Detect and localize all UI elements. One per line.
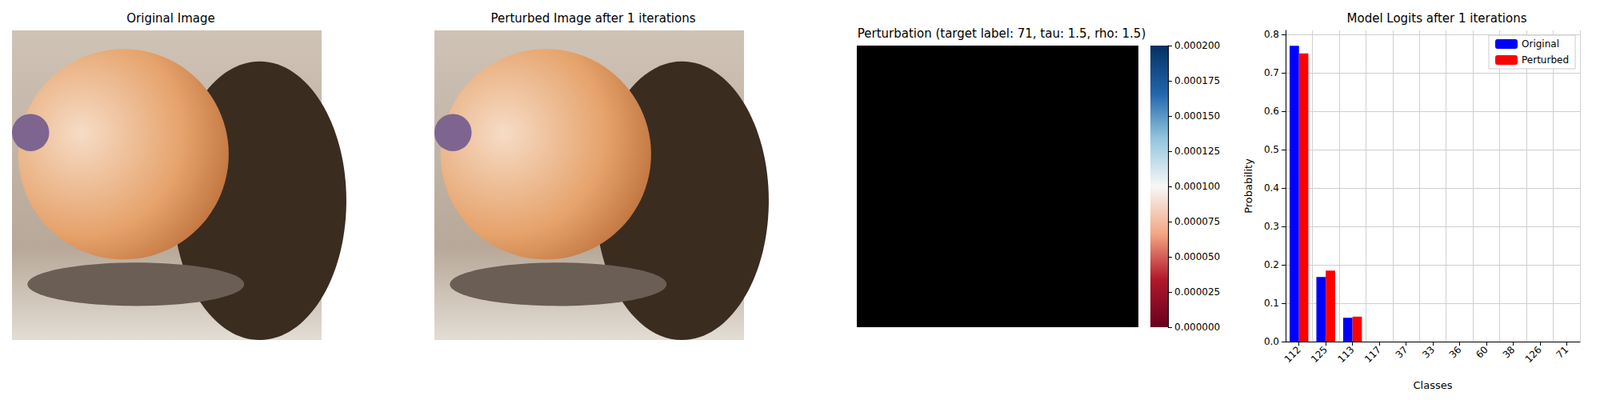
svg-text:0.8: 0.8	[1264, 28, 1280, 40]
svg-text:0.000150: 0.000150	[1174, 110, 1220, 122]
svg-text:0.000125: 0.000125	[1174, 145, 1220, 157]
svg-text:0.0: 0.0	[1264, 336, 1280, 348]
svg-text:0.3: 0.3	[1264, 220, 1280, 232]
svg-text:0.4: 0.4	[1264, 182, 1280, 194]
svg-text:Perturbed: Perturbed	[1521, 54, 1569, 66]
svg-text:37: 37	[1393, 344, 1411, 361]
svg-text:Perturbation (target label: 71: Perturbation (target label: 71, tau: 1.5…	[857, 26, 1147, 41]
svg-text:Model Logits after 1 iteration: Model Logits after 1 iterations	[1347, 11, 1528, 26]
svg-text:Original: Original	[1521, 38, 1560, 50]
svg-text:Perturbed Image after 1 iterat: Perturbed Image after 1 iterations	[491, 11, 696, 26]
svg-text:33: 33	[1420, 344, 1437, 361]
svg-text:Original Image: Original Image	[126, 11, 215, 26]
svg-text:36: 36	[1447, 344, 1464, 361]
svg-text:0.000050: 0.000050	[1174, 251, 1220, 263]
svg-text:38: 38	[1500, 344, 1518, 361]
svg-text:0.1: 0.1	[1264, 297, 1280, 309]
svg-text:0.2: 0.2	[1264, 259, 1280, 271]
svg-text:125: 125	[1308, 344, 1330, 365]
svg-text:0.000000: 0.000000	[1174, 321, 1220, 333]
svg-text:0.000175: 0.000175	[1174, 75, 1220, 87]
svg-text:113: 113	[1336, 344, 1357, 365]
svg-text:71: 71	[1554, 344, 1572, 361]
svg-text:0.000025: 0.000025	[1174, 286, 1220, 298]
svg-text:117: 117	[1362, 344, 1384, 365]
svg-text:0.000075: 0.000075	[1174, 216, 1220, 228]
svg-text:0.7: 0.7	[1264, 67, 1280, 79]
svg-text:112: 112	[1282, 344, 1304, 365]
svg-text:0.000200: 0.000200	[1174, 40, 1220, 52]
svg-text:0.6: 0.6	[1264, 105, 1280, 117]
svg-text:60: 60	[1473, 344, 1491, 361]
svg-text:0.5: 0.5	[1264, 144, 1280, 156]
svg-text:Classes: Classes	[1413, 379, 1453, 392]
svg-text:126: 126	[1523, 344, 1544, 365]
svg-text:0.000100: 0.000100	[1174, 180, 1220, 192]
svg-text:Probability: Probability	[1242, 158, 1255, 214]
